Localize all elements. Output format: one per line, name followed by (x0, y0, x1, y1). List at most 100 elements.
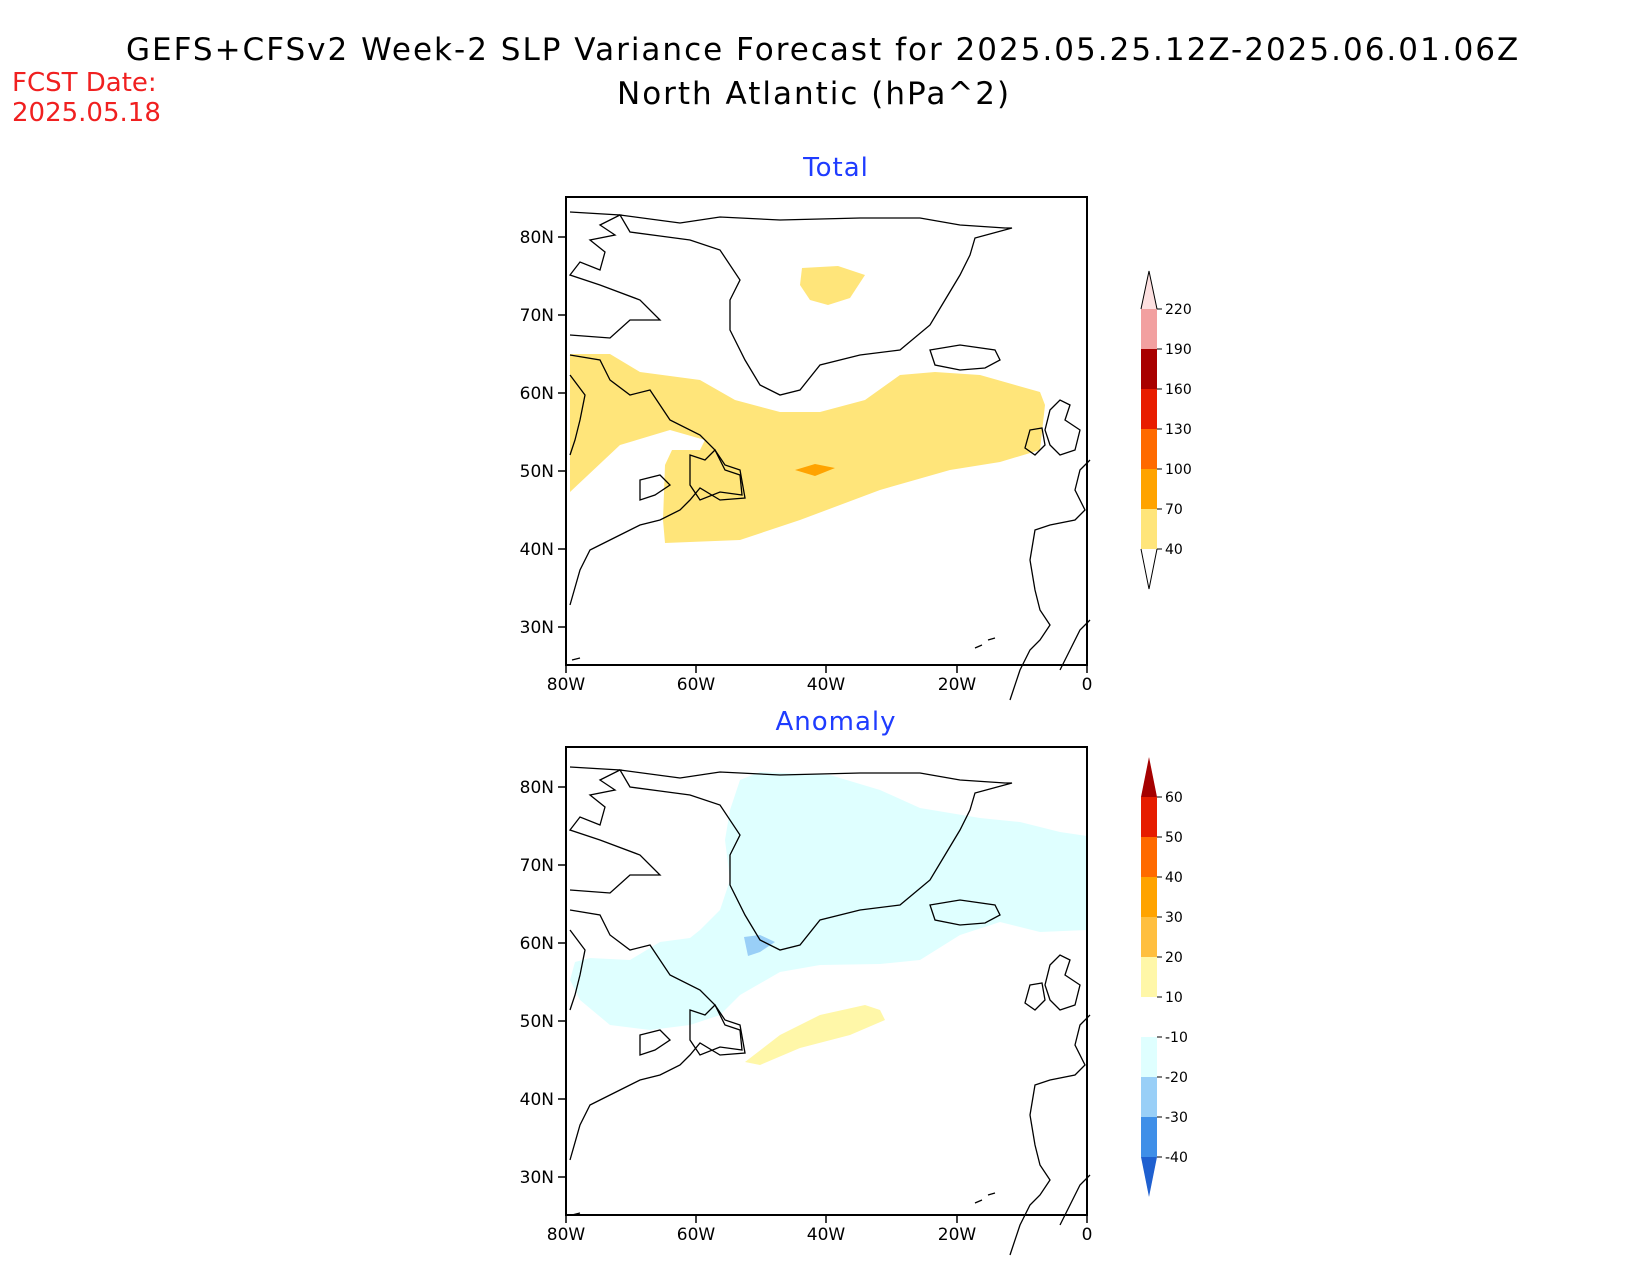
total-shade-peak (795, 464, 835, 476)
lat-label: 80N (520, 228, 554, 248)
anomaly-lat-labels: 80N 70N 60N 50N 40N 30N (520, 778, 554, 1188)
colorbar-label: 190 (1165, 342, 1192, 358)
lon-label: 0 (1082, 1225, 1093, 1245)
iceland (929, 899, 1001, 926)
lat-label: 50N (520, 1012, 554, 1032)
colorbar-total: 40 70 100 130 160 190 220 (1140, 270, 1192, 590)
colorbar-cap-bottom (1140, 548, 1158, 590)
colorbar-label: -40 (1165, 1150, 1188, 1166)
colorbar-bin (1141, 429, 1157, 469)
labrador-coast (569, 909, 746, 1161)
colorbar-label: 40 (1165, 542, 1183, 558)
total-lat-ticks (558, 236, 566, 628)
colorbar-bin (1141, 837, 1157, 877)
anomaly-shade-light-blue (570, 772, 1087, 1030)
colorbar-label: 10 (1165, 990, 1183, 1006)
colorbar-label: -30 (1165, 1110, 1188, 1126)
st-lawrence (639, 1029, 672, 1056)
british-isles (1044, 954, 1081, 1011)
colorbar-bin (1141, 957, 1157, 997)
colorbar-label: 160 (1165, 382, 1192, 398)
lon-label: 40W (807, 675, 846, 695)
lat-label: 50N (520, 462, 554, 482)
canary-islands (974, 637, 996, 649)
bermuda (571, 657, 581, 661)
colorbar-bin (1141, 309, 1157, 349)
colorbar-label: 50 (1165, 830, 1183, 846)
lat-label: 70N (520, 306, 554, 326)
newfoundland (689, 1003, 743, 1056)
greenland-coast (618, 214, 1013, 396)
colorbar-bin (1141, 797, 1157, 837)
main-title: GEFS+CFSv2 Week-2 SLP Variance Forecast … (126, 32, 1521, 68)
greenland-coast (618, 769, 1013, 951)
anomaly-lon-labels: 80W 60W 40W 20W 0 (547, 1225, 1093, 1245)
anomaly-map-panel: 80N 70N 60N 50N 40N 30N 80W 60W 40W 20W … (520, 746, 1093, 1256)
lon-label: 0 (1082, 675, 1093, 695)
colorbar-label: -20 (1165, 1070, 1188, 1086)
lat-label: 70N (520, 856, 554, 876)
lon-label: 20W (938, 675, 977, 695)
lat-label: 40N (520, 1090, 554, 1110)
colorbar-anomaly: 60 50 40 30 20 10 -10 -20 -30 -40 (1141, 757, 1188, 1197)
iceland (929, 344, 1001, 371)
labrador-coast (569, 354, 746, 606)
canary-islands (974, 1192, 996, 1204)
anomaly-lat-ticks (558, 786, 566, 1178)
lon-label: 60W (677, 1225, 716, 1245)
lat-label: 60N (520, 934, 554, 954)
europe-coast (1009, 459, 1091, 701)
lon-label: 80W (547, 1225, 586, 1245)
colorbar-label: 30 (1165, 910, 1183, 926)
colorbar-label: 60 (1165, 790, 1183, 806)
total-coastlines (568, 211, 1091, 701)
colorbar-bin (1141, 1037, 1157, 1077)
colorbar-label: 100 (1165, 462, 1192, 478)
lat-label: 30N (520, 618, 554, 638)
colorbar-label: 220 (1165, 302, 1192, 318)
lat-label: 30N (520, 1168, 554, 1188)
total-lat-labels: 80N 70N 60N 50N 40N 30N (520, 228, 554, 638)
total-lon-labels: 80W 60W 40W 20W 0 (547, 675, 1093, 695)
british-isles (1044, 399, 1081, 456)
colorbar-cap-bottom (1141, 1157, 1157, 1197)
colorbar-cap-top (1141, 271, 1157, 309)
anomaly-lon-ticks (565, 1215, 1088, 1223)
colorbar-bin (1141, 349, 1157, 389)
total-map-panel: 80N 70N 60N 50N 40N 30N 80W 60W 40W 20W … (520, 196, 1093, 701)
total-shade-greenland-patch (800, 266, 865, 305)
colorbar-bin (1141, 509, 1157, 549)
colorbar-cap-outline (1140, 270, 1158, 310)
colorbar-bin (1141, 389, 1157, 429)
colorbar-cap-top (1141, 757, 1157, 797)
panel-title-anomaly: Anomaly (775, 707, 897, 737)
hudson-bay (569, 374, 586, 456)
lat-label: 60N (520, 384, 554, 404)
anomaly-coastlines (568, 766, 1091, 1256)
ireland (1024, 982, 1046, 1011)
colorbar-bin (1141, 469, 1157, 509)
ireland (1024, 427, 1046, 456)
africa-coast (1059, 619, 1091, 671)
hudson-bay (569, 929, 586, 1011)
colorbar-bin (1141, 877, 1157, 917)
subtitle: North Atlantic (hPa^2) (617, 76, 1012, 112)
colorbar-bin (1141, 1117, 1157, 1157)
colorbar-bin (1141, 1077, 1157, 1117)
total-shade-main (570, 354, 1045, 543)
colorbar-label: 70 (1165, 502, 1183, 518)
st-lawrence (639, 474, 672, 501)
forecast-date-label: FCST Date: (12, 68, 157, 98)
colorbar-label: 130 (1165, 422, 1192, 438)
colorbar-label: -10 (1165, 1030, 1188, 1046)
canada-arctic (568, 766, 662, 894)
lat-label: 80N (520, 778, 554, 798)
forecast-date-value: 2025.05.18 (12, 98, 161, 128)
lon-label: 80W (547, 675, 586, 695)
anomaly-shade-yellow (745, 1005, 885, 1065)
colorbar-label: 20 (1165, 950, 1183, 966)
colorbar-label: 40 (1165, 870, 1183, 886)
